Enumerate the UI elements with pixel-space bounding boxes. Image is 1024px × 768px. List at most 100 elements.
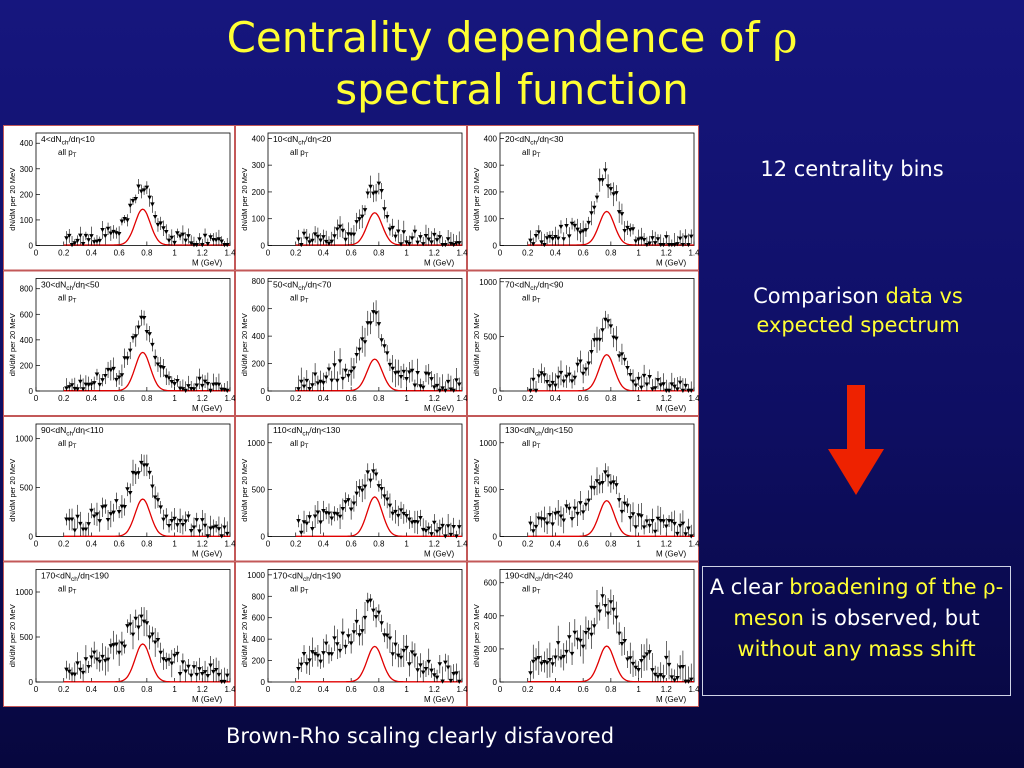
x-tick-label: 1.4 — [688, 249, 699, 258]
x-tick-label: 1 — [404, 685, 409, 694]
x-tick-label: 0.8 — [605, 394, 617, 403]
data-point — [175, 651, 180, 657]
data-point — [340, 631, 346, 636]
data-point — [583, 502, 589, 507]
data-point — [202, 379, 208, 384]
data-point — [125, 624, 130, 629]
data-point — [362, 340, 368, 345]
data-point — [357, 217, 362, 222]
data-point — [675, 676, 680, 681]
x-tick-label: 0 — [498, 394, 503, 403]
data-point — [188, 673, 194, 678]
data-point — [630, 379, 636, 384]
data-point — [80, 387, 86, 392]
data-point — [614, 615, 619, 620]
data-point — [150, 484, 155, 489]
x-tick-label: 0.2 — [58, 394, 70, 403]
data-point — [569, 517, 575, 522]
data-point — [451, 388, 456, 393]
data-point — [539, 661, 544, 666]
y-tick-label: 0 — [29, 387, 34, 396]
x-tick-label: 0.4 — [86, 540, 98, 549]
panel-label: 130<dNch/dη<150 — [505, 425, 573, 438]
data-point — [426, 659, 432, 665]
data-point — [412, 653, 418, 658]
data-point — [390, 511, 396, 516]
data-point — [600, 480, 605, 486]
panel-label: 4<dNch/dη<10 — [41, 134, 95, 147]
panel-label: 90<dNch/dη<110 — [41, 425, 104, 438]
data-point — [652, 386, 658, 391]
data-point — [133, 196, 139, 202]
y-tick-label: 200 — [20, 361, 34, 370]
data-point — [100, 227, 105, 233]
data-point — [127, 491, 133, 496]
x-tick-label: 1 — [172, 394, 177, 403]
y-axis-label: dN/dM per 20 MeV — [8, 313, 17, 376]
y-tick-label: 0 — [261, 242, 266, 251]
data-point — [550, 380, 555, 386]
data-point — [133, 334, 139, 339]
y-tick-label: 200 — [484, 188, 498, 197]
data-point — [89, 382, 94, 387]
data-point — [536, 374, 542, 379]
x-tick-label: 1.4 — [224, 540, 236, 549]
data-point — [219, 534, 224, 539]
y-axis-label: dN/dM per 20 MeV — [472, 168, 481, 231]
data-point — [454, 534, 459, 539]
data-point — [66, 385, 72, 390]
pt-label: all pT — [290, 439, 309, 450]
data-point — [379, 338, 384, 343]
data-point — [647, 375, 652, 380]
data-point — [412, 229, 418, 234]
data-point — [158, 221, 164, 226]
x-tick-label: 0 — [34, 394, 39, 403]
data-point — [213, 667, 219, 673]
data-point — [155, 637, 161, 643]
data-point — [530, 242, 536, 247]
data-point — [641, 373, 647, 379]
comparison-prefix: Comparison — [753, 284, 886, 308]
y-tick-label: 300 — [20, 165, 34, 174]
x-tick-label: 1.2 — [429, 249, 441, 258]
data-point — [224, 673, 230, 678]
data-point — [368, 478, 373, 483]
data-point — [166, 657, 172, 663]
data-point — [603, 603, 608, 609]
title-text: Centrality dependence of — [226, 13, 773, 62]
data-point — [91, 381, 97, 386]
data-point — [600, 328, 605, 333]
data-point — [354, 220, 359, 225]
data-point — [641, 237, 647, 243]
data-point — [583, 631, 589, 636]
data-point — [307, 515, 312, 520]
data-point — [564, 374, 569, 379]
y-tick-label: 200 — [252, 360, 266, 369]
x-tick-label: 0.8 — [373, 540, 385, 549]
data-point — [105, 226, 111, 232]
data-point — [169, 519, 175, 524]
x-tick-label: 0 — [498, 540, 503, 549]
y-tick-label: 1000 — [479, 439, 497, 448]
data-point — [362, 208, 368, 213]
spectrum-panel: 0 0.2 0.4 0.6 0.8 1 1.2 1.4M (GeV) 0 500 1000 dN/dM… — [467, 270, 699, 416]
data-point — [307, 658, 312, 663]
data-point — [395, 513, 401, 519]
data-point — [108, 368, 114, 373]
data-point — [611, 192, 616, 197]
data-point — [605, 611, 611, 616]
data-point — [675, 242, 680, 247]
data-point — [141, 619, 147, 624]
data-point — [152, 214, 158, 220]
data-point — [448, 387, 454, 392]
data-point — [298, 662, 304, 667]
data-point — [456, 382, 462, 387]
spectrum-panel: 0 0.2 0.4 0.6 0.8 1 1.2 1.4M (GeV) 0 500 1000 dN/dM… — [3, 416, 236, 562]
data-point — [379, 189, 384, 194]
data-point — [348, 369, 354, 374]
data-point — [420, 242, 426, 247]
data-point — [111, 643, 116, 648]
data-point — [66, 233, 72, 239]
data-point — [127, 203, 133, 208]
y-tick-label: 200 — [484, 645, 498, 654]
